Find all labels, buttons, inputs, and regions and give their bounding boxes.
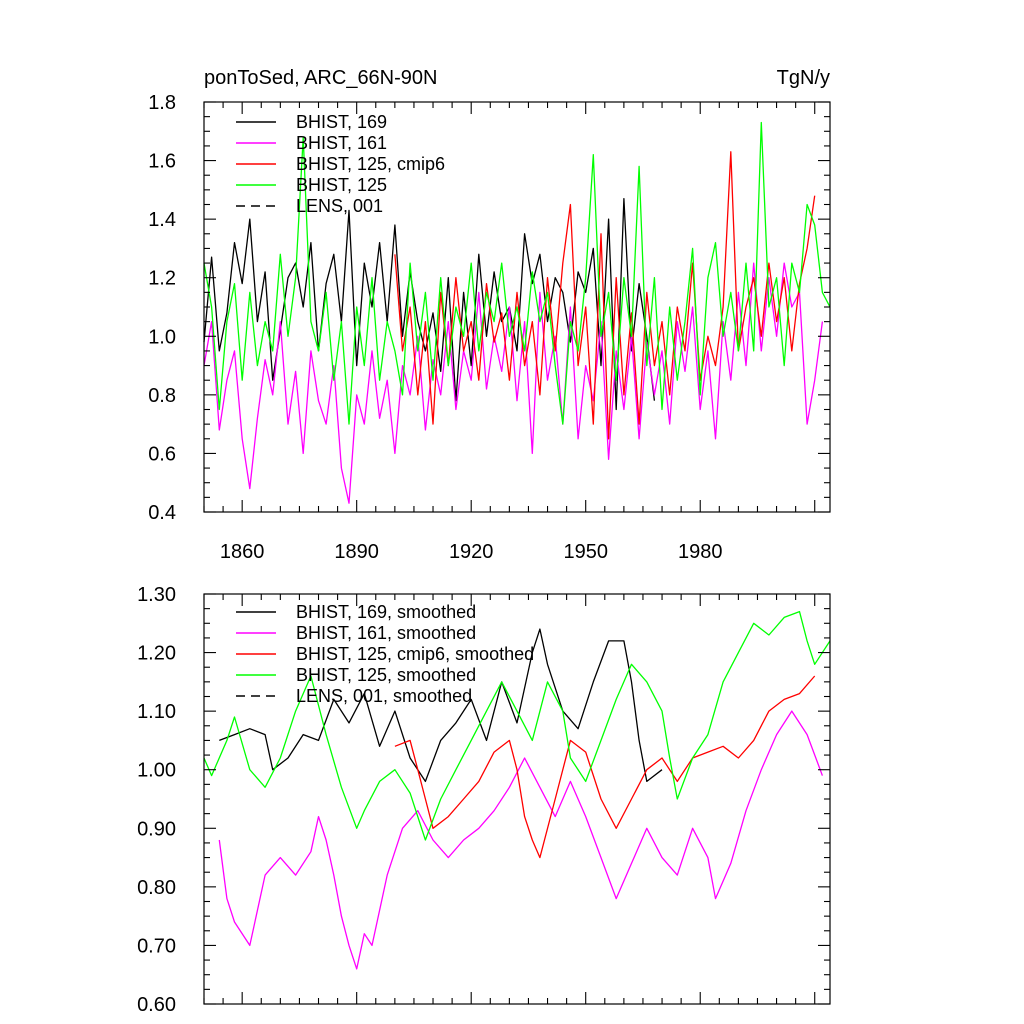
bottom-y-tick-labels: 0.60 0.70 0.80 0.90 1.00 1.10 1.20 1.30 [137,584,176,1016]
top-chart-units: TgN/y [777,67,830,89]
top-xtick-label: 1950 [563,541,608,563]
top-legend-label: BHIST, 169 [296,112,387,132]
top-ytick-label: 0.6 [148,443,176,465]
top-legend-label: LENS, 001 [296,196,383,216]
bottom-series-group [203,610,831,970]
bottom-panel: 0.60 0.70 0.80 0.90 1.00 1.10 1.20 1.30 BHIST, … [137,584,831,1016]
bot-legend-label: BHIST, 125, smoothed [296,665,476,685]
bot-series-line-0 [219,628,663,783]
top-ytick-label: 1.4 [148,209,176,231]
top-series-line-2 [394,151,816,440]
top-ytick-label: 1.6 [148,151,176,173]
top-legend-label: BHIST, 125, cmip6 [296,154,445,174]
bot-ytick-label: 0.60 [137,994,176,1016]
top-x-tick-labels: 1860 1890 1920 1950 1980 [220,541,723,563]
bot-ytick-label: 0.90 [137,818,176,840]
bot-series-line-2 [394,675,816,859]
top-xtick-label: 1860 [220,541,265,563]
bot-series-line-3 [203,610,831,841]
top-series-group [203,121,831,504]
bot-ytick-label: 1.10 [137,701,176,723]
bot-ytick-label: 1.00 [137,760,176,782]
top-chart-title: ponToSed, ARC_66N-90N [204,67,437,89]
bot-series-line-1 [218,710,824,970]
bottom-axis-ticks [203,593,830,1005]
top-panel: ponToSed, ARC_66N-90N TgN/y 0.4 0.6 0.8 1.0… [148,67,831,563]
top-legend-label: BHIST, 125 [296,175,387,195]
top-ytick-label: 1.8 [148,92,176,114]
top-xtick-label: 1890 [334,541,379,563]
top-ytick-label: 1.2 [148,268,176,290]
bot-legend-label: LENS, 001, smoothed [296,686,472,706]
top-ytick-label: 1.0 [148,326,176,348]
top-axis-ticks [203,101,830,513]
top-xtick-label: 1980 [678,541,723,563]
bot-legend-label: BHIST, 125, cmip6, smoothed [296,644,534,664]
top-series-line-1 [203,262,824,504]
bot-legend-label: BHIST, 169, smoothed [296,602,476,622]
top-legend-label: BHIST, 161 [296,133,387,153]
top-xtick-label: 1920 [449,541,494,563]
top-y-tick-labels: 0.4 0.6 0.8 1.0 1.2 1.4 1.6 1.8 [148,92,176,524]
bot-ytick-label: 1.20 [137,643,176,665]
bot-legend-label: BHIST, 161, smoothed [296,623,476,643]
top-series-line-3 [203,121,831,425]
top-ytick-label: 0.8 [148,385,176,407]
bot-ytick-label: 1.30 [137,584,176,606]
bot-ytick-label: 0.70 [137,935,176,957]
bot-ytick-label: 0.80 [137,877,176,899]
top-ytick-label: 0.4 [148,502,176,524]
